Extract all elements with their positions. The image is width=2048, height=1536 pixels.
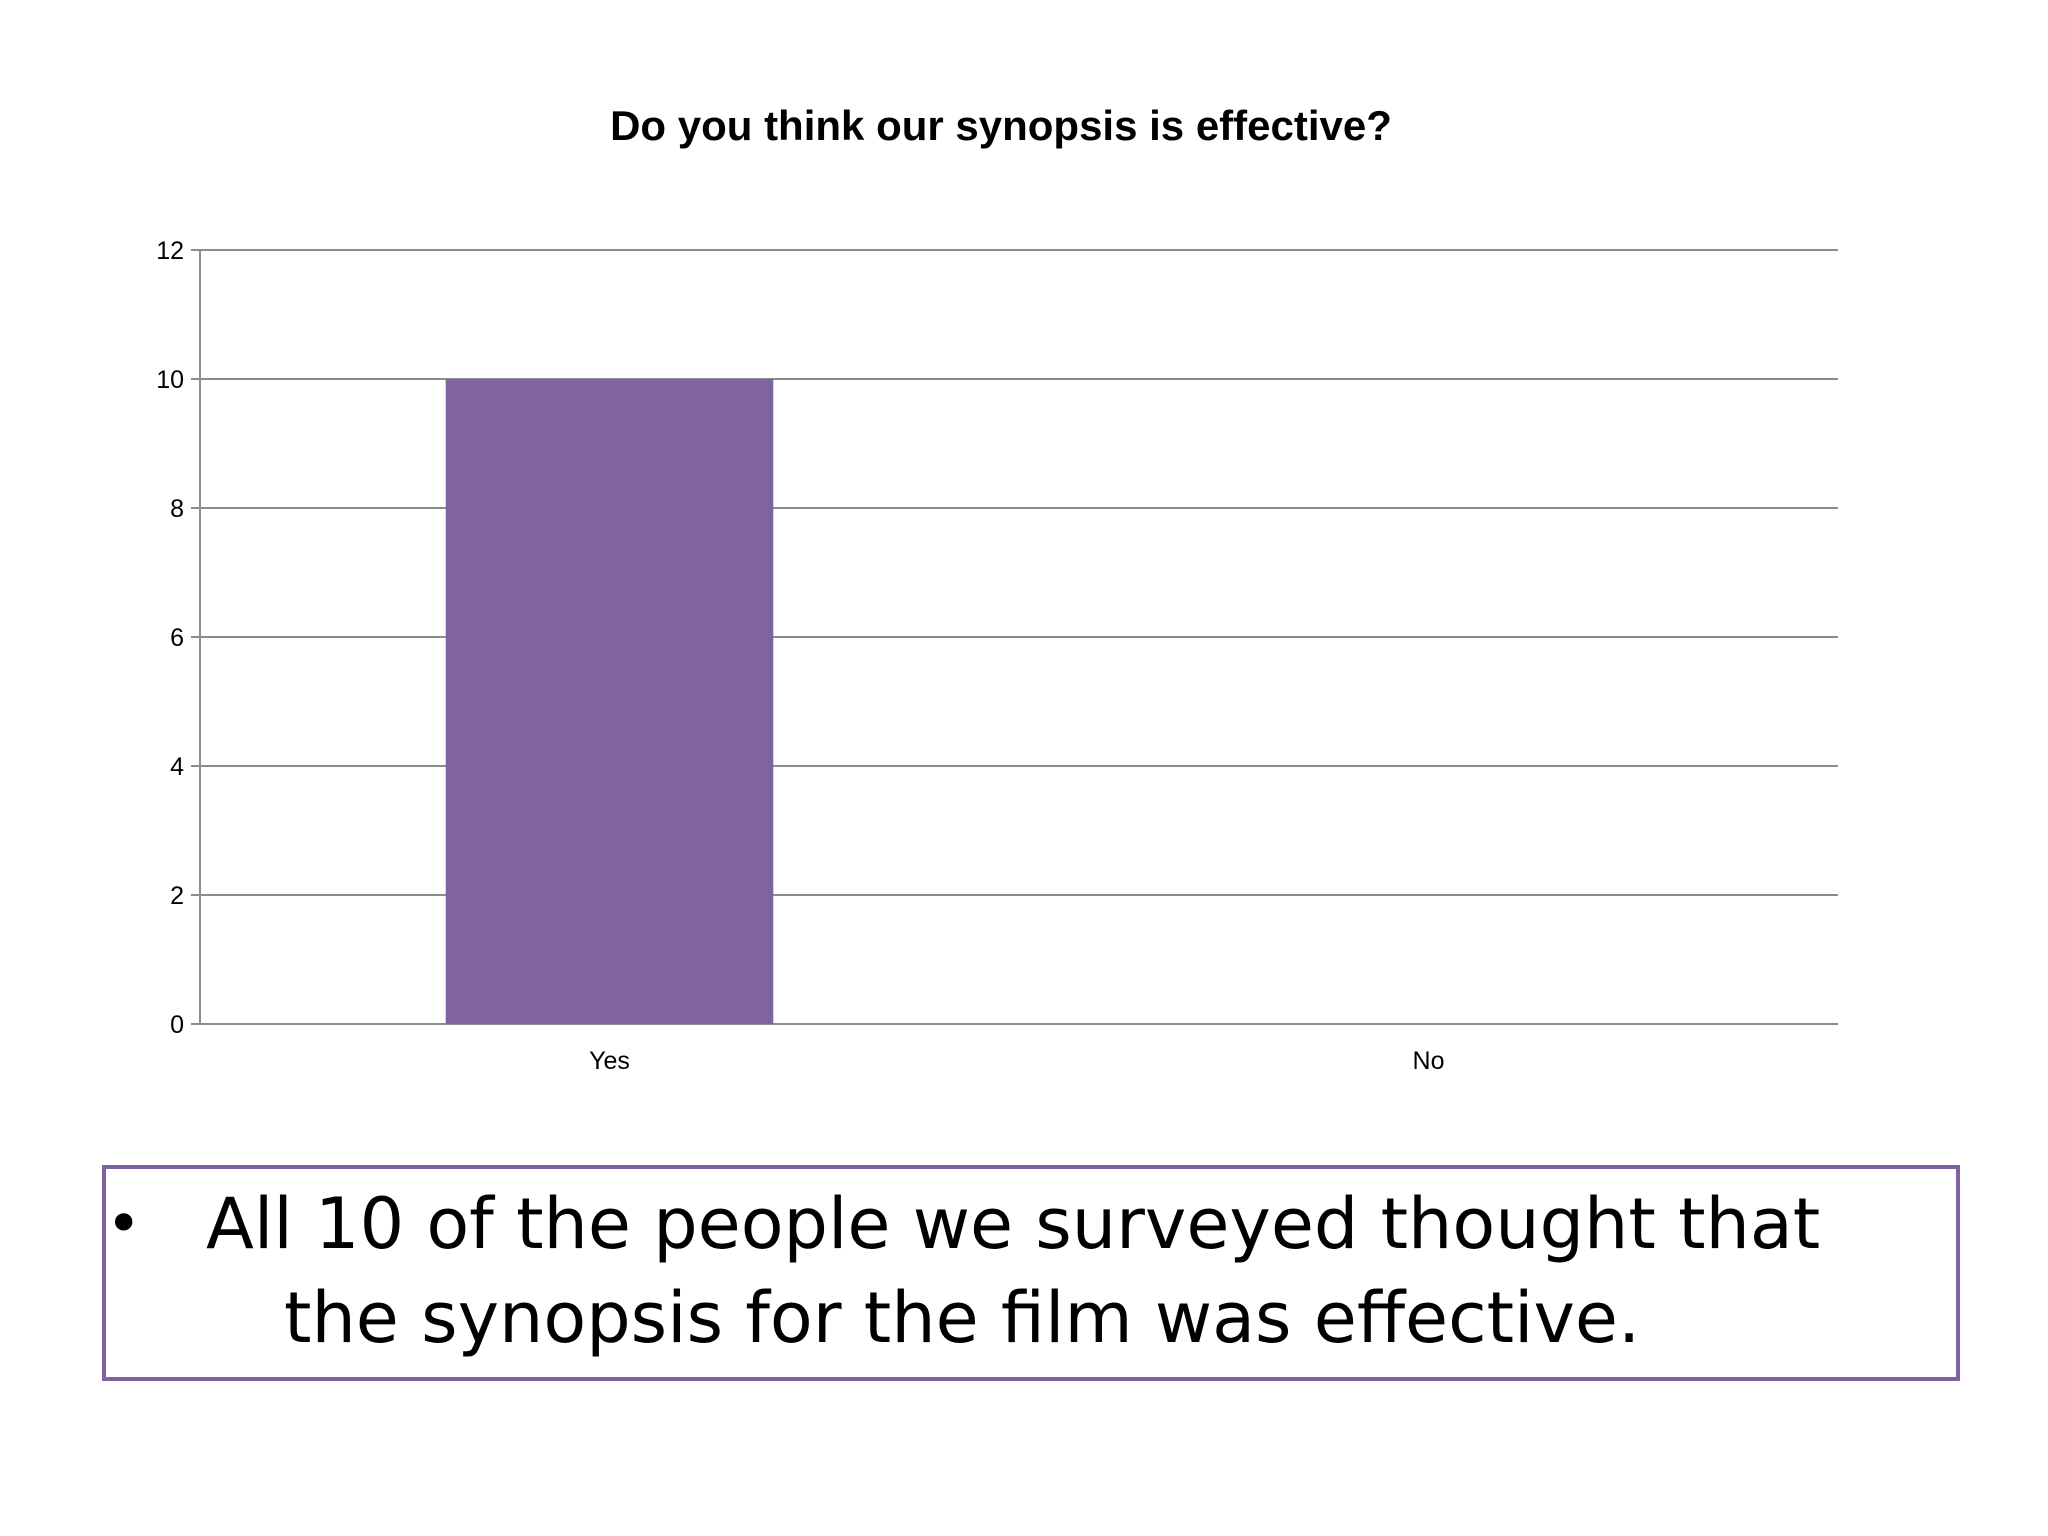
summary-bullet-list: • All 10 of the people we surveyed though… <box>106 1177 1956 1365</box>
summary-textbox: • All 10 of the people we surveyed though… <box>102 1165 1960 1381</box>
x-category-label: Yes <box>589 1047 630 1075</box>
x-category-label: No <box>1413 1047 1445 1075</box>
y-tick-label: 8 <box>170 495 184 523</box>
y-tick-label: 2 <box>170 882 184 910</box>
y-tick-label: 10 <box>156 366 184 394</box>
bar-yes <box>445 379 774 1024</box>
y-tick-label: 12 <box>156 237 184 265</box>
y-tick-label: 6 <box>170 624 184 652</box>
bullet-marker: • <box>106 1189 142 1259</box>
summary-text: All 10 of the people we surveyed thought… <box>206 1183 1821 1359</box>
summary-bullet: • All 10 of the people we surveyed though… <box>106 1177 1956 1365</box>
chart-title: Do you think our synopsis is effective? <box>610 102 1392 149</box>
y-tick-label: 0 <box>170 1011 184 1039</box>
y-tick-label: 4 <box>170 753 184 781</box>
